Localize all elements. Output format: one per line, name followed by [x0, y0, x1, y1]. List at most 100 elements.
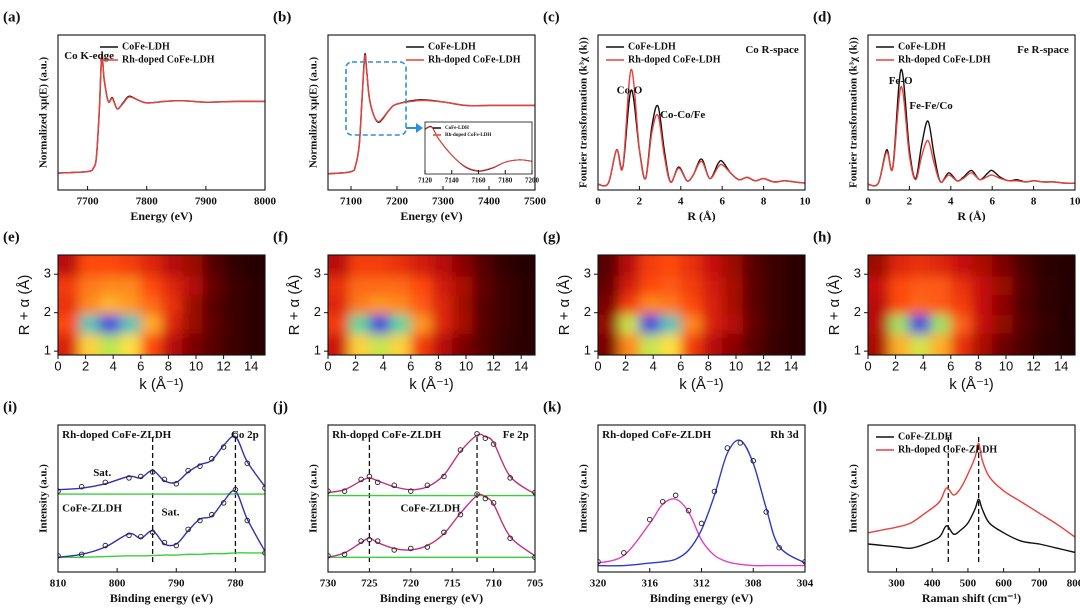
heatmap-cell	[140, 333, 162, 355]
x-axis-label: R (Å)	[957, 209, 985, 223]
heatmap-cell	[722, 276, 743, 296]
heatmap-cell	[410, 333, 432, 355]
heatmap-cell	[369, 333, 391, 355]
panel-label: (g)	[543, 229, 561, 245]
x-tick-label: 780	[227, 578, 244, 590]
heatmap-cell	[618, 255, 640, 277]
heatmap-cell	[161, 295, 183, 315]
data-point	[507, 475, 513, 481]
data-point	[424, 482, 431, 489]
data-point	[138, 473, 144, 480]
data-point	[698, 520, 705, 527]
heatmap-cell	[472, 276, 494, 296]
plot-frame	[597, 254, 806, 356]
heatmap-cell	[244, 255, 265, 277]
heatmap-cell	[742, 255, 764, 277]
heatmap-cell	[909, 255, 931, 277]
heatmap-cell	[930, 333, 951, 355]
heatmap-cell	[660, 255, 681, 277]
series-line	[598, 68, 805, 187]
heatmap-cell	[1054, 295, 1075, 315]
heatmap-cell	[431, 314, 453, 334]
x-tick-label: 8000	[254, 196, 277, 208]
x-tick-label: 6	[947, 358, 954, 373]
y-tick-label: 2	[314, 304, 321, 319]
x-axis-label: Energy (eV)	[400, 209, 462, 223]
heatmap-cell	[390, 333, 411, 355]
plot-area	[425, 125, 532, 172]
legend-label: Rh-doped CoFe-LDH	[445, 133, 491, 138]
heatmap-cell	[763, 295, 785, 315]
x-tick-label: 4	[948, 196, 954, 208]
heatmap-cell	[452, 255, 473, 277]
legend-label: CoFe-LDH	[445, 126, 469, 131]
heatmap-cell	[328, 333, 349, 355]
heatmap-cell	[410, 314, 432, 334]
heatmap-cell	[784, 314, 805, 334]
heatmap-cell	[140, 295, 162, 315]
plot-frame	[867, 424, 1076, 573]
heatmap-cell	[784, 255, 805, 277]
heatmap-cell	[99, 333, 121, 355]
x-tick-label: 705	[527, 578, 544, 590]
annotation: Co-Co/Fe	[660, 109, 705, 121]
heatmap-cell	[1012, 295, 1034, 315]
x-tick-label: 304	[797, 578, 814, 590]
plot-frame	[57, 424, 266, 573]
heatmap-cell	[1033, 276, 1055, 296]
heatmap-cells	[58, 255, 265, 355]
heatmap-cell	[1012, 333, 1034, 355]
y-tick-label: 2	[854, 304, 861, 319]
heatmap-cell	[431, 333, 453, 355]
legend-label: Rh-doped CoFe-LDH	[898, 54, 991, 65]
x-tick-label: 6	[137, 358, 144, 373]
data-point	[244, 517, 251, 524]
heatmap-cell	[369, 314, 391, 334]
data-point	[374, 538, 381, 544]
annotation: Fe-O	[889, 75, 913, 87]
y-axis-label: Normalized xμ(E) (a.u.)	[38, 57, 50, 169]
x-axis-label: k (Å⁻¹)	[139, 376, 184, 393]
heatmap-cell	[223, 276, 245, 296]
x-tick-label: 710	[485, 578, 502, 590]
heatmap-cell	[660, 333, 681, 355]
data-point	[482, 495, 489, 502]
heatmap-cell	[971, 333, 993, 355]
heatmap-cell	[763, 314, 785, 334]
series-line	[868, 498, 1075, 554]
heatmap-cell	[514, 276, 535, 296]
heatmap-cell	[390, 314, 411, 334]
x-tick-label: 725	[361, 578, 378, 590]
plot-area	[598, 439, 805, 567]
x-axis-label: Binding energy (eV)	[110, 591, 213, 605]
x-tick-label: 7200	[386, 196, 409, 208]
heatmap-cell	[182, 333, 203, 355]
x-tick-label: 7200	[525, 177, 540, 185]
data-point	[366, 536, 373, 543]
data-point	[750, 458, 757, 464]
heatmap-cell	[722, 333, 743, 355]
annotation: Fe 2p	[503, 429, 529, 441]
heatmap-cell	[930, 255, 951, 277]
heatmap-cell	[1033, 333, 1055, 355]
x-tick-label: 810	[50, 578, 67, 590]
x-tick-label: 7160	[472, 177, 487, 185]
data-point	[262, 550, 265, 556]
y-axis-label: Intensity (a.u.)	[38, 464, 50, 533]
x-tick-label: 12	[486, 358, 500, 373]
data-point	[149, 469, 156, 475]
heatmap-cell	[493, 255, 515, 277]
heatmap-cell	[202, 276, 224, 296]
data-point	[391, 547, 397, 553]
heatmap-cell	[763, 276, 785, 296]
heatmap-cell	[78, 295, 100, 315]
annotation: CoFe-ZLDH	[400, 502, 460, 514]
heatmap-cell	[930, 276, 951, 296]
heatmap-cell	[223, 314, 245, 334]
data-point	[220, 500, 227, 506]
heatmap-cell	[888, 314, 910, 334]
heatmap-cell	[888, 255, 910, 277]
